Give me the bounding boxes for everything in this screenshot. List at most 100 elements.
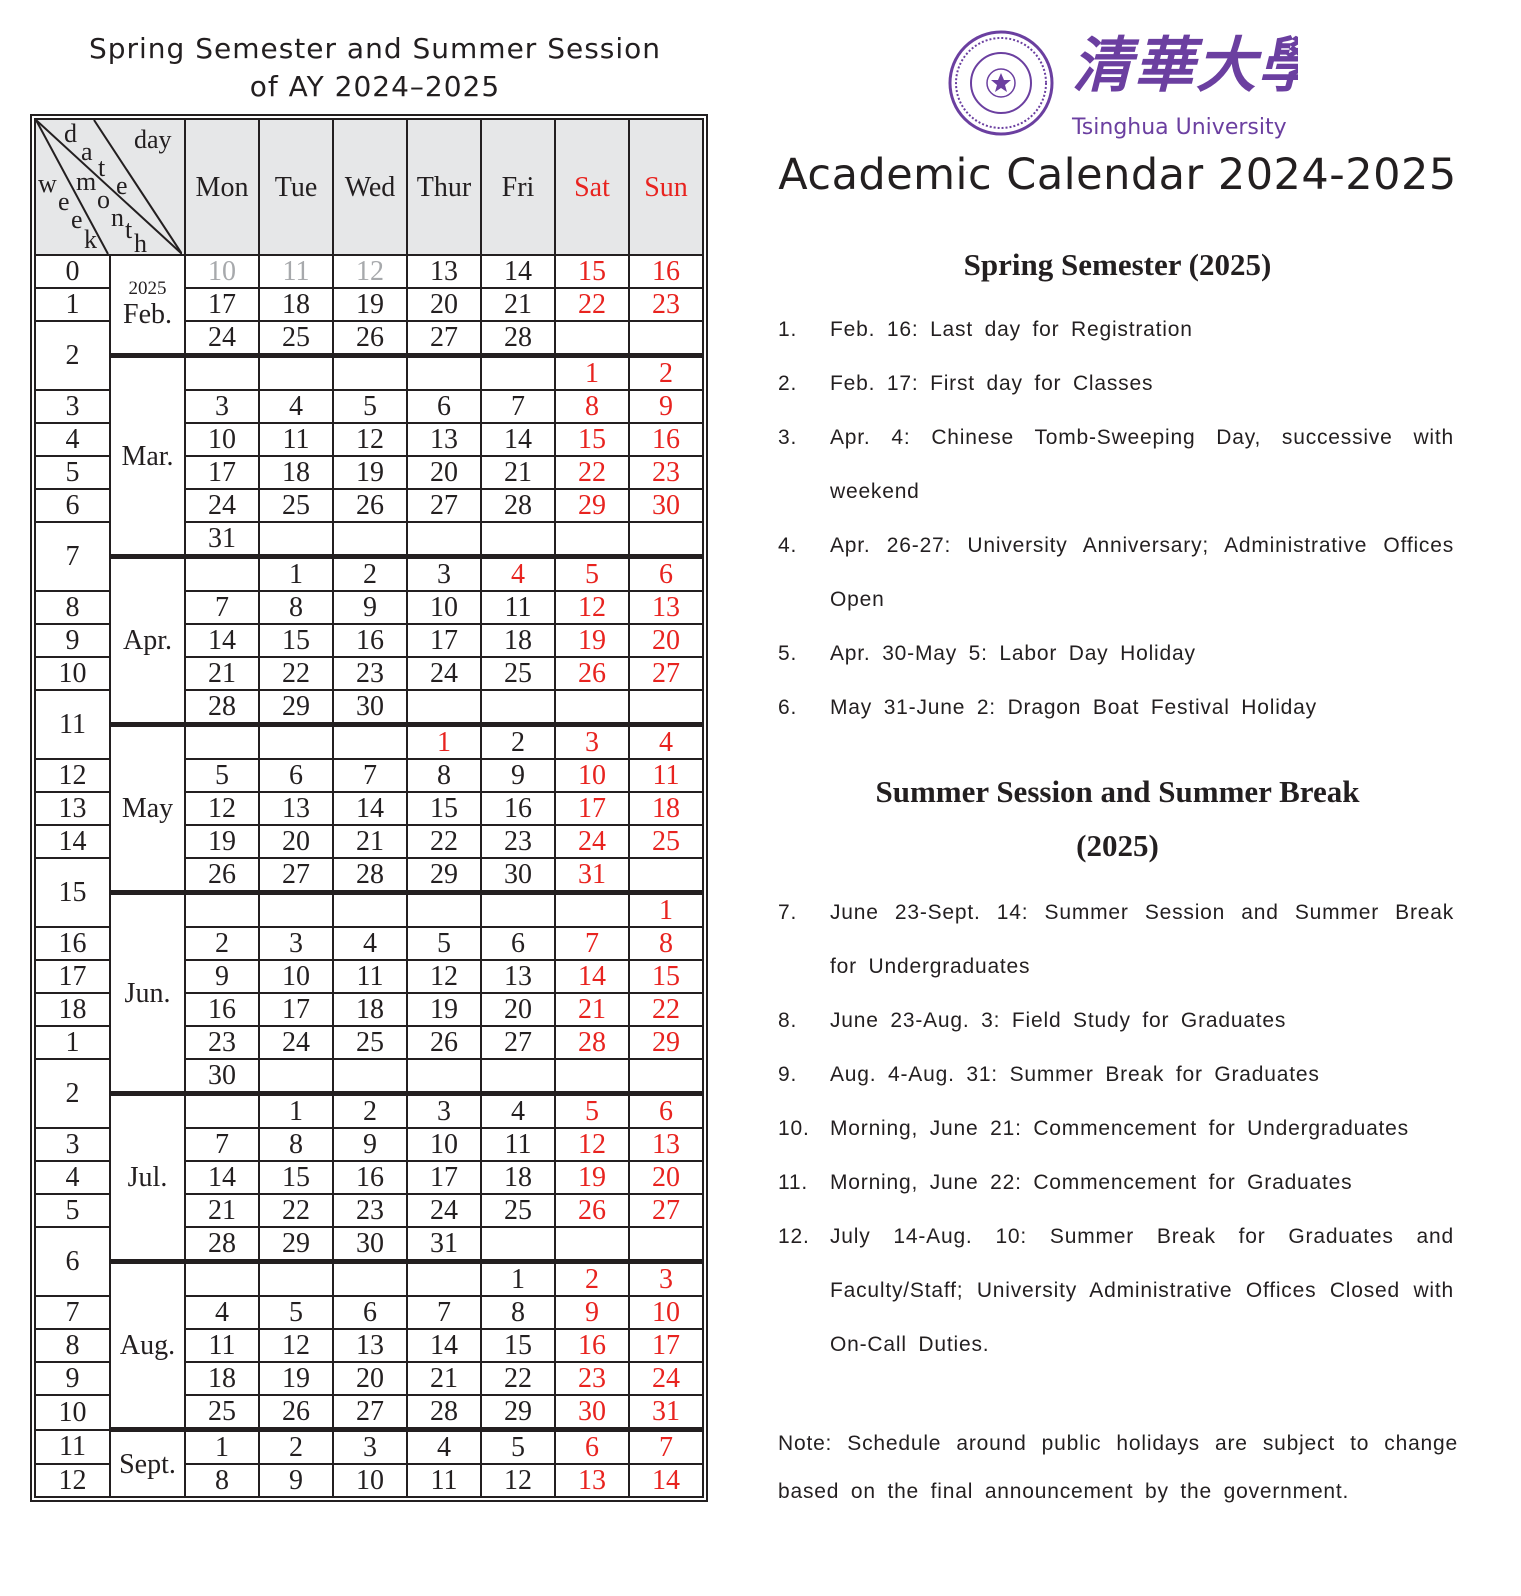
date-cell: 15 bbox=[258, 623, 334, 658]
item-text: Aug. 4-Aug. 31: Summer Break for Graduat… bbox=[830, 1063, 1320, 1086]
date-cell: 15 bbox=[628, 959, 704, 994]
date-cell: 8 bbox=[258, 1127, 334, 1162]
calendar-event-item: 8. June 23-Aug. 3: Field Study for Gradua… bbox=[778, 994, 1454, 1048]
date-cell: 2 bbox=[258, 1427, 334, 1465]
item-number: 4. bbox=[778, 534, 798, 557]
date-cell: 7 bbox=[184, 1127, 260, 1162]
month-cell: Mar. bbox=[109, 353, 186, 558]
logo-chinese-name: 清華大學 bbox=[1072, 31, 1298, 101]
date-cell: 4 bbox=[332, 926, 408, 961]
date-cell: 26 bbox=[332, 320, 408, 357]
empty-date-cell bbox=[332, 521, 408, 558]
calendar-event-item: 2. Feb. 17: First day for Classes bbox=[778, 357, 1454, 411]
date-cell: 13 bbox=[332, 1328, 408, 1363]
calendar-week-row: 10 25 26 27 28 29 30 31 bbox=[34, 1394, 704, 1431]
weekday-header-sun: Sun bbox=[628, 118, 704, 256]
date-cell: 26 bbox=[332, 488, 408, 523]
date-cell: 8 bbox=[258, 590, 334, 625]
date-cell: 12 bbox=[332, 422, 408, 457]
date-cell: 29 bbox=[258, 689, 334, 726]
date-cell: 9 bbox=[628, 389, 704, 424]
calendar-week-row: 8 7 8 9 10 11 12 13 bbox=[34, 590, 704, 625]
date-cell: 11 bbox=[258, 422, 334, 457]
date-cell: 14 bbox=[554, 959, 630, 994]
month-cell: Aug. bbox=[109, 1259, 186, 1431]
date-cell: 7 bbox=[406, 1295, 482, 1330]
week-number: 5 bbox=[34, 455, 111, 490]
date-cell: 4 bbox=[184, 1295, 260, 1330]
date-cell: 28 bbox=[554, 1025, 630, 1060]
date-cell: 4 bbox=[406, 1427, 482, 1465]
date-cell: 12 bbox=[480, 1463, 556, 1498]
date-cell: 29 bbox=[258, 1226, 334, 1263]
date-cell: 14 bbox=[184, 1160, 260, 1195]
week-number: 13 bbox=[34, 791, 111, 826]
date-cell: 7 bbox=[184, 590, 260, 625]
month-name: Jun. bbox=[124, 977, 171, 1009]
week-number: 18 bbox=[34, 992, 111, 1027]
date-cell: 25 bbox=[258, 488, 334, 523]
date-cell: 9 bbox=[332, 590, 408, 625]
date-cell: 14 bbox=[332, 791, 408, 826]
date-cell: 2 bbox=[480, 722, 556, 760]
week-number: 7 bbox=[34, 521, 111, 592]
empty-date-cell bbox=[332, 722, 408, 760]
week-number: 12 bbox=[34, 758, 111, 793]
empty-date-cell bbox=[554, 689, 630, 726]
header-letter: d bbox=[64, 120, 77, 148]
calendar-week-row: 14 19 20 21 22 23 24 25 bbox=[34, 824, 704, 859]
date-cell: 13 bbox=[628, 590, 704, 625]
date-cell: 6 bbox=[554, 1427, 630, 1465]
date-cell: 20 bbox=[480, 992, 556, 1027]
date-cell: 22 bbox=[258, 656, 334, 691]
date-cell: 20 bbox=[258, 824, 334, 859]
date-cell: 12 bbox=[406, 959, 482, 994]
date-cell: 30 bbox=[332, 1226, 408, 1263]
empty-date-cell bbox=[406, 521, 482, 558]
empty-date-cell bbox=[184, 353, 260, 391]
date-cell: 22 bbox=[480, 1361, 556, 1396]
calendar-week-row: 6 24 25 26 27 28 29 30 bbox=[34, 488, 704, 523]
date-cell: 4 bbox=[628, 722, 704, 760]
empty-date-cell bbox=[480, 353, 556, 391]
date-cell: 3 bbox=[258, 926, 334, 961]
calendar-event-item: 12. July 14-Aug. 10: Summer Break for Gra… bbox=[778, 1210, 1454, 1372]
date-cell: 25 bbox=[480, 656, 556, 691]
month-name: Aug. bbox=[119, 1330, 176, 1361]
calendar-week-row: 11 28 29 30 bbox=[34, 689, 704, 760]
date-cell: 25 bbox=[332, 1025, 408, 1060]
week-number: 9 bbox=[34, 1361, 111, 1396]
date-cell: 27 bbox=[406, 488, 482, 523]
date-cell: 16 bbox=[554, 1328, 630, 1363]
calendar-event-item: 4. Apr. 26-27: University Anniversary; Ad… bbox=[778, 519, 1454, 627]
date-cell: 4 bbox=[480, 1091, 556, 1129]
date-cell: 17 bbox=[554, 791, 630, 826]
empty-date-cell bbox=[332, 353, 408, 391]
date-cell: 5 bbox=[258, 1295, 334, 1330]
date-cell: 6 bbox=[406, 389, 482, 424]
empty-date-cell bbox=[406, 1259, 482, 1297]
date-cell: 9 bbox=[332, 1127, 408, 1162]
calendar-week-row: 9 14 15 16 17 18 19 20 bbox=[34, 623, 704, 658]
month-cell: Jun. bbox=[109, 890, 186, 1095]
calendar-week-row: 13 12 13 14 15 16 17 18 bbox=[34, 791, 704, 826]
month-cell: Jul. bbox=[109, 1091, 186, 1263]
calendar-week-row: 12 8 9 10 11 12 13 14 bbox=[34, 1463, 704, 1498]
calendar-title: Spring Semester and Summer Session of AY… bbox=[30, 30, 720, 106]
month-cell: May bbox=[109, 722, 186, 894]
date-cell: 8 bbox=[628, 926, 704, 961]
item-text: Feb. 17: First day for Classes bbox=[830, 372, 1154, 395]
header-letter: e bbox=[116, 171, 128, 200]
date-cell: 2 bbox=[184, 926, 260, 961]
date-cell: 23 bbox=[332, 656, 408, 691]
empty-date-cell bbox=[628, 689, 704, 726]
empty-date-cell bbox=[184, 554, 260, 592]
date-cell: 21 bbox=[184, 1193, 260, 1228]
date-cell: 27 bbox=[480, 1025, 556, 1060]
week-number: 7 bbox=[34, 1295, 111, 1330]
empty-date-cell bbox=[332, 1058, 408, 1095]
date-cell: 27 bbox=[332, 1394, 408, 1431]
week-number: 11 bbox=[34, 689, 111, 760]
date-cell: 24 bbox=[628, 1361, 704, 1396]
calendar-week-row: 3 7 8 9 10 11 12 13 bbox=[34, 1127, 704, 1162]
